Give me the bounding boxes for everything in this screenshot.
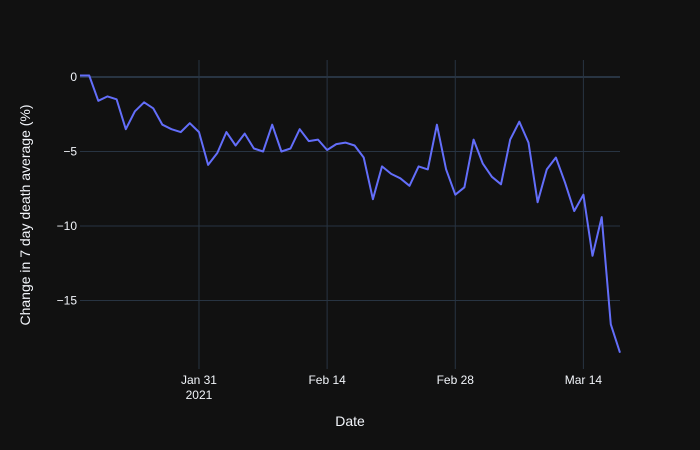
x-tick-label: Feb 28: [437, 373, 475, 387]
y-tick-label: −5: [63, 145, 77, 159]
x-tick-year: 2021: [186, 388, 213, 402]
y-tick-label: −15: [57, 294, 78, 308]
y-tick-label: −10: [57, 219, 78, 233]
x-axis-title: Date: [335, 413, 365, 429]
y-axis-ticks: 0 −5 −10 −15: [57, 70, 78, 308]
gridlines: [80, 60, 620, 369]
x-tick-label: Feb 14: [308, 373, 346, 387]
x-tick-label: Mar 14: [565, 373, 603, 387]
x-tick-label: Jan 31: [181, 373, 217, 387]
y-axis-title: Change in 7 day death average (%): [17, 104, 33, 325]
data-line: [80, 74, 621, 354]
y-tick-label: 0: [70, 70, 77, 84]
